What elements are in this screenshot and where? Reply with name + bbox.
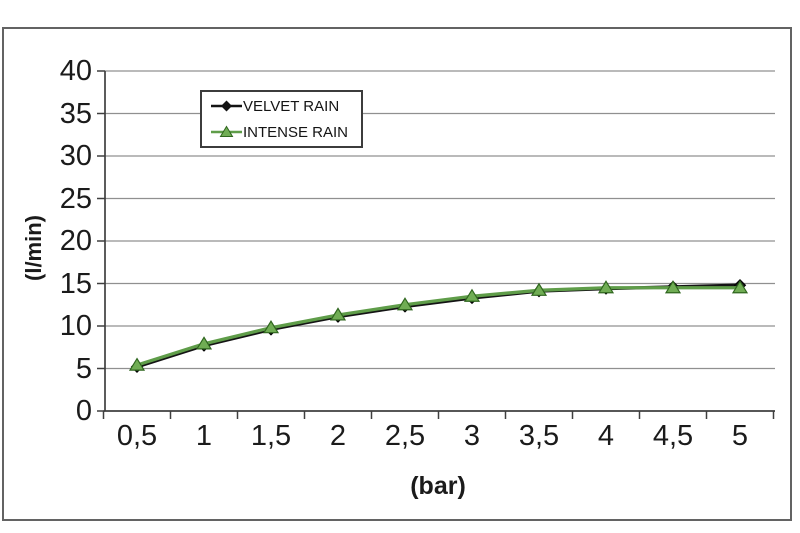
y-tick-label: 25 xyxy=(59,182,92,215)
y-tick-label: 20 xyxy=(59,225,92,257)
marker-triangle-intense-rain xyxy=(530,282,548,296)
marker-triangle-intense-rain xyxy=(396,297,414,311)
y-tick-label: 15 xyxy=(59,267,92,300)
x-tick-label: 1,5 xyxy=(250,420,292,452)
chart-legend: VELVET RAIN INTENSE RAIN xyxy=(200,90,363,148)
marker-triangle-intense-rain xyxy=(262,320,280,334)
legend-label-intense-rain: INTENSE RAIN xyxy=(243,123,349,141)
x-tick-label: 0,5 xyxy=(116,420,158,452)
series-line-intense-rain xyxy=(136,286,740,367)
y-tick-label: 35 xyxy=(59,97,92,130)
y-tick-label: 0 xyxy=(75,395,92,427)
legend-label-velvet-rain: VELVET RAIN xyxy=(243,97,340,115)
x-tick-label: 4,5 xyxy=(652,420,694,452)
x-axis-title: (bar) xyxy=(410,472,466,500)
triangle-line-icon xyxy=(211,125,242,137)
y-tick-label: 10 xyxy=(59,310,92,342)
marker-triangle-intense-rain xyxy=(597,280,615,294)
x-tick-label: 5 xyxy=(731,420,749,452)
x-tick-label: 3 xyxy=(463,420,481,452)
x-tick-label: 1 xyxy=(195,420,213,452)
x-tick-label: 2,5 xyxy=(384,420,426,452)
marker-triangle-intense-rain xyxy=(128,357,146,371)
x-tick-label: 4 xyxy=(597,420,615,452)
y-tick-label: 30 xyxy=(59,140,92,172)
legend-item-velvet-rain: VELVET RAIN xyxy=(211,94,361,118)
marker-triangle-intense-rain xyxy=(463,288,481,302)
diamond-line-icon xyxy=(211,100,242,112)
y-axis-title: (l/min) xyxy=(21,215,46,281)
marker-triangle-intense-rain xyxy=(195,336,213,350)
x-tick-label: 3,5 xyxy=(518,420,560,452)
marker-triangle-intense-rain xyxy=(664,280,682,294)
y-tick-label: 5 xyxy=(75,352,92,385)
marker-triangle-intense-rain xyxy=(329,307,347,321)
page-frame xyxy=(2,27,792,521)
marker-triangle-intense-rain xyxy=(731,280,749,294)
legend-item-intense-rain: INTENSE RAIN xyxy=(211,120,361,144)
y-tick-label: 40 xyxy=(59,55,92,87)
x-tick-label: 2 xyxy=(329,420,347,452)
